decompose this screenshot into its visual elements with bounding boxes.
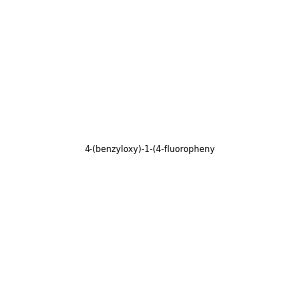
Text: 4-(benzyloxy)-1-(4-fluoropheny: 4-(benzyloxy)-1-(4-fluoropheny bbox=[85, 146, 215, 154]
